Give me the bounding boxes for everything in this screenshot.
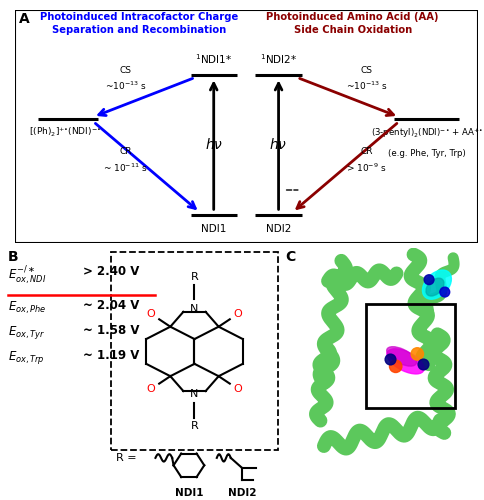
Text: A: A: [19, 12, 30, 26]
Text: O: O: [146, 384, 155, 394]
Text: $E_{ox,Phe}$: $E_{ox,Phe}$: [8, 300, 46, 316]
Text: $h\nu$: $h\nu$: [204, 138, 222, 152]
Text: C: C: [285, 250, 295, 264]
Text: $h\nu$: $h\nu$: [269, 138, 287, 152]
Point: [419, 360, 426, 368]
Text: R: R: [190, 421, 198, 430]
Text: [(Ph)$_2$]$^{+•}$(NDI)$^{-•}$: [(Ph)$_2$]$^{+•}$(NDI)$^{-•}$: [30, 126, 102, 140]
Text: > 10$^{-9}$ s: > 10$^{-9}$ s: [346, 161, 386, 173]
Ellipse shape: [386, 346, 416, 366]
Text: (3-pentyl)$_2$(NDI)$^{-•}$ + AA$^{+•}$: (3-pentyl)$_2$(NDI)$^{-•}$ + AA$^{+•}$: [370, 126, 482, 140]
Bar: [365, 304, 454, 408]
Text: (e.g. Phe, Tyr, Trp): (e.g. Phe, Tyr, Trp): [387, 150, 465, 158]
Point: [440, 288, 448, 296]
Text: O: O: [233, 310, 242, 320]
Text: CS: CS: [360, 66, 372, 75]
Text: > 2.40 V: > 2.40 V: [83, 265, 139, 278]
Text: CS: CS: [120, 66, 132, 75]
Text: R: R: [190, 272, 198, 282]
Text: $E_{ox,Trp}$: $E_{ox,Trp}$: [8, 349, 45, 366]
Text: $E_{ox,Tyr}$: $E_{ox,Tyr}$: [8, 324, 45, 341]
Bar: [110, 252, 277, 450]
Point: [385, 355, 393, 363]
Text: ~10$^{-13}$ s: ~10$^{-13}$ s: [345, 80, 387, 92]
Text: N: N: [190, 388, 198, 398]
Point: [424, 276, 432, 283]
Ellipse shape: [386, 349, 424, 374]
Text: ~ 1.58 V: ~ 1.58 V: [83, 324, 139, 337]
Text: N: N: [190, 304, 198, 314]
Point: [391, 362, 399, 370]
Text: $^1$NDI1*: $^1$NDI1*: [195, 52, 232, 66]
Text: ~ 2.04 V: ~ 2.04 V: [83, 300, 139, 312]
Text: B: B: [8, 250, 18, 264]
Text: R =: R =: [116, 453, 137, 463]
Text: O: O: [146, 310, 155, 320]
Text: NDI2: NDI2: [227, 488, 256, 498]
Text: CR: CR: [119, 148, 132, 156]
Point: [412, 350, 420, 358]
Text: ~10$^{-13}$ s: ~10$^{-13}$ s: [105, 80, 146, 92]
Ellipse shape: [425, 278, 443, 296]
Ellipse shape: [422, 270, 451, 299]
Text: ~ 10$^{-11}$ s: ~ 10$^{-11}$ s: [103, 161, 148, 173]
Text: Photoinduced Intracofactor Charge
Separation and Recombination: Photoinduced Intracofactor Charge Separa…: [40, 12, 238, 34]
Text: NDI1: NDI1: [200, 224, 226, 234]
Text: CR: CR: [360, 148, 372, 156]
Text: $E^{-/\ast}_{ox,NDI}$: $E^{-/\ast}_{ox,NDI}$: [8, 265, 46, 287]
Text: O: O: [233, 384, 242, 394]
Text: $^1$NDI2*: $^1$NDI2*: [259, 52, 297, 66]
Text: NDI2: NDI2: [265, 224, 291, 234]
Text: NDI1: NDI1: [174, 488, 203, 498]
Text: ~ 1.19 V: ~ 1.19 V: [83, 349, 139, 362]
Text: Photoinduced Amino Acid (AA)
Side Chain Oxidation: Photoinduced Amino Acid (AA) Side Chain …: [266, 12, 438, 34]
